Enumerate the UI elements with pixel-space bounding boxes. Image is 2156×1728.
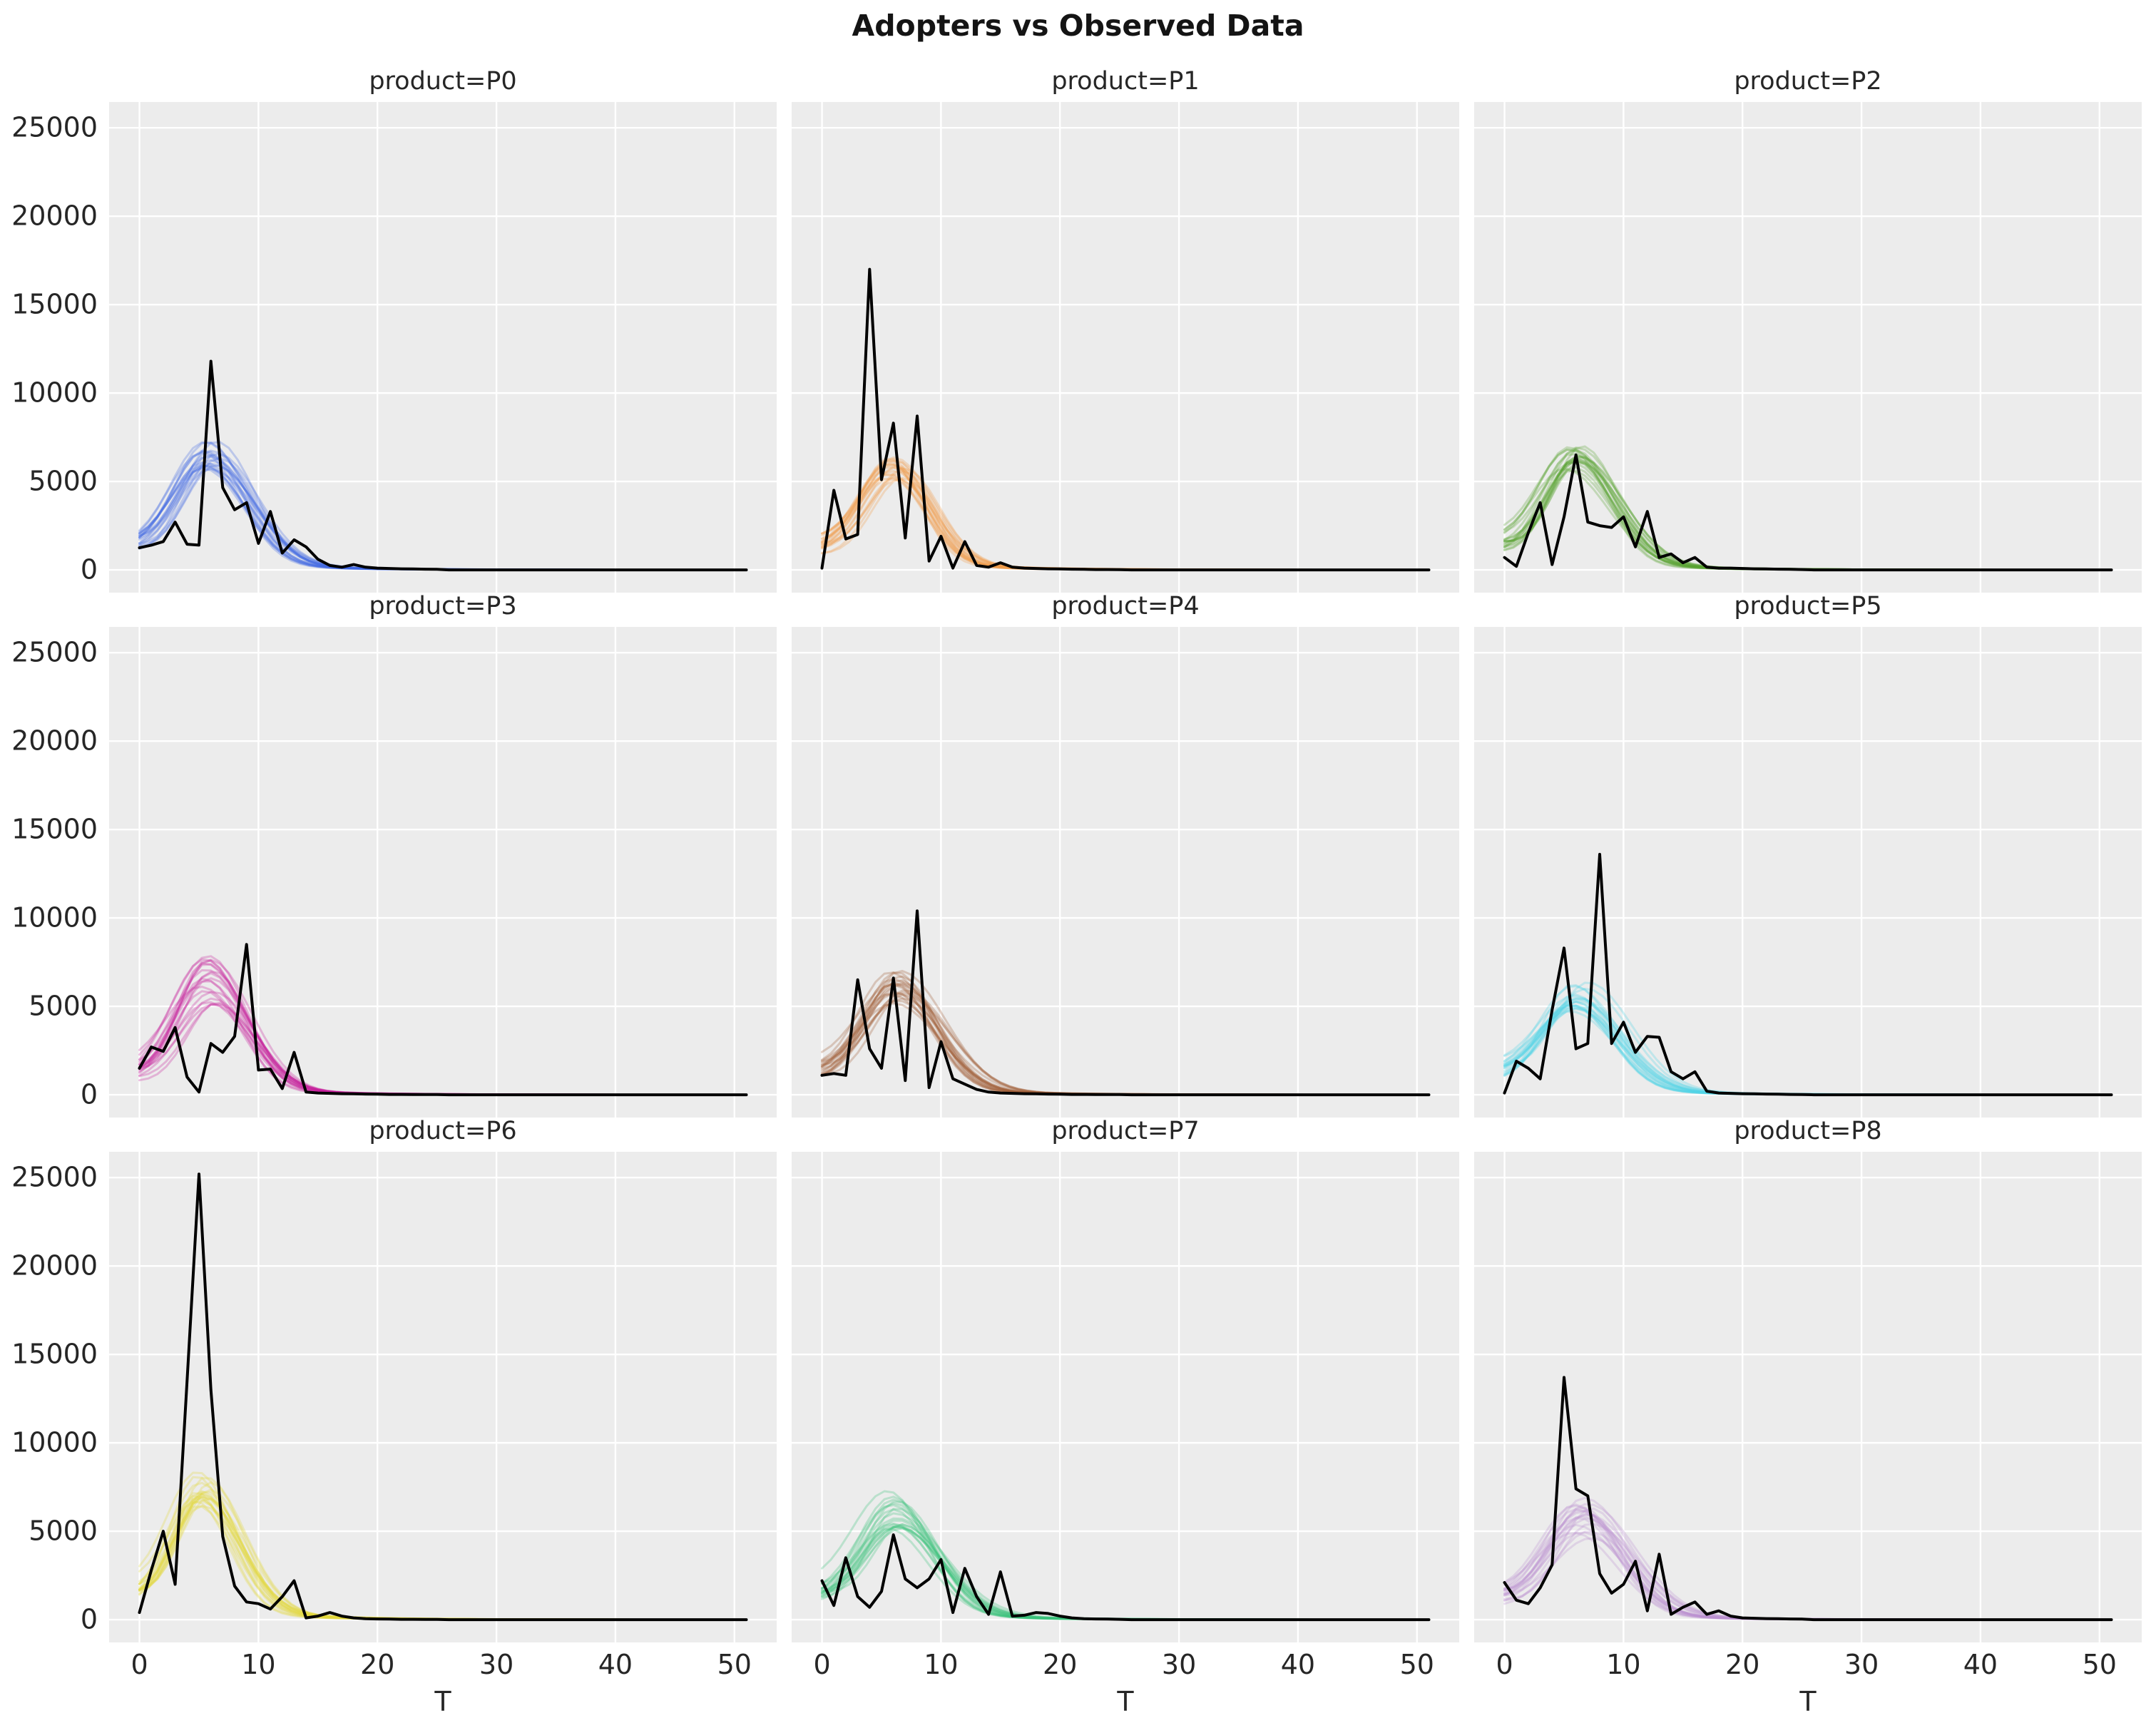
x-axis-label: T: [1799, 1686, 1817, 1717]
y-tick-label: 20000: [11, 1250, 98, 1282]
observed-data-line: [1503, 852, 2113, 1097]
x-axis-label: T: [434, 1686, 451, 1717]
observed-data-line: [820, 267, 1431, 572]
y-tick-label: 5000: [29, 466, 98, 497]
plot-p8: 0 10 20 30 40 50 T: [1474, 1152, 2142, 1717]
plot-background: [109, 1152, 777, 1642]
subplot-title-p5: product=P5: [1734, 592, 1882, 620]
plot-background: [792, 627, 1459, 1118]
x-tick-label: 30: [1844, 1649, 1879, 1680]
plot-p1: [792, 102, 1459, 593]
subplot-p5: product=P5: [1474, 592, 2142, 1118]
subplot-title-p8: product=P8: [1734, 1117, 1882, 1145]
subplot-p3: product=P3 0 5000 10000 15000 20000 25000: [11, 592, 777, 1118]
y-tick-label: 10000: [11, 377, 98, 409]
x-tick-label: 0: [1496, 1649, 1513, 1680]
x-tick-label: 10: [924, 1649, 958, 1680]
y-tick-label: 5000: [29, 991, 98, 1022]
y-tick-label: 25000: [11, 637, 98, 668]
subplot-title-p4: product=P4: [1051, 592, 1200, 620]
subplot-title-p3: product=P3: [369, 592, 517, 620]
plot-background: [1474, 627, 2142, 1118]
x-tick-label: 50: [1400, 1649, 1434, 1680]
x-tick-label: 50: [2083, 1649, 2117, 1680]
plot-background: [792, 1152, 1459, 1642]
plot-p6: 0 5000 10000 15000 20000 25000 0 10 20 30 40 50 T: [11, 1152, 777, 1717]
y-tick-label: 15000: [11, 814, 98, 845]
plot-p7: 0 10 20 30 40 50 T: [792, 1152, 1459, 1717]
observed-data-line: [820, 1533, 1431, 1622]
x-axis-label: T: [1116, 1686, 1134, 1717]
y-tick-label: 25000: [11, 112, 98, 143]
x-tick-label: 40: [1963, 1649, 1998, 1680]
x-tick-label: 20: [1725, 1649, 1759, 1680]
subplot-p2: product=P2: [1474, 67, 2142, 593]
y-tick-label: 0: [81, 554, 98, 586]
x-tick-label: 30: [1162, 1649, 1196, 1680]
y-tick-label: 0: [81, 1079, 98, 1110]
figure-title: Adopters vs Observed Data: [852, 9, 1304, 43]
plot-background: [1474, 1152, 2142, 1642]
observed-data-line: [1503, 453, 2113, 572]
subplot-title-p6: product=P6: [369, 1117, 517, 1145]
plot-p3: 0 5000 10000 15000 20000 25000: [11, 627, 777, 1118]
subplot-p6: product=P6 0 5000 10000 15000 20000 25000 0 10 2…: [11, 1117, 777, 1717]
y-tick-label: 20000: [11, 200, 98, 232]
y-tick-label: 15000: [11, 289, 98, 320]
x-tick-label: 20: [1043, 1649, 1077, 1680]
subplot-title-p2: product=P2: [1734, 67, 1882, 96]
x-tick-label: 10: [241, 1649, 275, 1680]
y-tick-label: 25000: [11, 1162, 98, 1193]
y-tick-label: 10000: [11, 902, 98, 934]
x-tick-label: 50: [717, 1649, 752, 1680]
observed-data-line: [1503, 1376, 2113, 1622]
subplot-title-p1: product=P1: [1051, 67, 1200, 96]
subplot-title-p7: product=P7: [1051, 1117, 1200, 1145]
subplot-p4: product=P4: [792, 592, 1459, 1118]
subplot-p7: product=P7 0 10 20 30 40 50 T: [792, 1117, 1459, 1717]
subplot-p8: product=P8 0 10 20 30 40 50 T: [1474, 1117, 2142, 1717]
subplot-title-p0: product=P0: [369, 67, 517, 96]
observed-data-line: [138, 359, 748, 572]
y-tick-label: 0: [81, 1604, 98, 1635]
y-tick-label: 5000: [29, 1515, 98, 1547]
plot-background: [109, 102, 777, 593]
x-tick-label: 20: [360, 1649, 394, 1680]
subplot-p1: product=P1: [792, 67, 1459, 593]
observed-data-line: [820, 909, 1431, 1097]
y-tick-label: 10000: [11, 1427, 98, 1458]
y-tick-label: 15000: [11, 1339, 98, 1370]
x-tick-label: 40: [598, 1649, 633, 1680]
x-tick-label: 0: [813, 1649, 830, 1680]
y-tick-label: 20000: [11, 725, 98, 757]
plot-p0: 0 5000 10000 15000 20000 25000: [11, 102, 777, 593]
plot-p4: [792, 627, 1459, 1118]
x-tick-label: 30: [479, 1649, 514, 1680]
observed-data-line: [138, 943, 748, 1097]
plot-p5: [1474, 627, 2142, 1118]
plot-background: [792, 102, 1459, 593]
observed-data-line: [138, 1172, 748, 1622]
plot-p2: [1474, 102, 2142, 593]
x-tick-label: 0: [131, 1649, 148, 1680]
x-tick-label: 10: [1606, 1649, 1640, 1680]
plot-background: [1474, 102, 2142, 593]
x-tick-label: 40: [1281, 1649, 1315, 1680]
subplot-p0: product=P0 0 5000 10000 15000 20000 25000: [11, 67, 777, 593]
plot-background: [109, 627, 777, 1118]
